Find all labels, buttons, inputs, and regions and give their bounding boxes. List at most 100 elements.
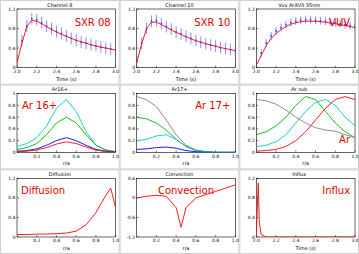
x-tick-label: 2.8: [332, 69, 339, 74]
x-axis-label: r/a: [183, 245, 190, 251]
y-tick-label: 0.8: [128, 26, 135, 31]
plot-frame: [256, 94, 355, 153]
y-tick-label: 1.2: [128, 7, 135, 12]
y-tick-label: 0: [132, 65, 135, 70]
plot-data: [137, 15, 236, 68]
y-tick-label: 0: [132, 195, 135, 200]
x-tick: [56, 66, 57, 68]
x-tick-label: 0.4: [53, 239, 60, 244]
y-tick-label: 0.4: [248, 215, 255, 220]
plot-data: [256, 16, 355, 67]
panel: Vuv ArXVII 35nm2.02.22.42.62.83.000.40.8…: [240, 1, 359, 85]
y-tick: [256, 152, 258, 153]
data-line: [17, 117, 116, 152]
panel: Ar sub0.20.40.60.81.000.20.40.60.81r/aAr: [240, 85, 359, 169]
annotation: Convection: [158, 185, 214, 196]
y-tick: [256, 128, 258, 129]
data-point: [156, 20, 158, 22]
y-tick: [17, 140, 19, 141]
plot-frame: [17, 9, 116, 68]
title: Convection: [165, 171, 193, 177]
panel: Convection0.20.40.60.81.0-1.2-0.600.6r/a…: [120, 170, 239, 254]
x-tick-label: 0.6: [73, 154, 80, 159]
error-bar: [61, 28, 62, 40]
data-point: [305, 19, 307, 21]
x-tick-label: 3.0: [232, 69, 239, 74]
x-tick-label: 2.8: [332, 239, 339, 244]
x-tick: [215, 235, 216, 237]
error-bar: [151, 15, 152, 27]
plot-frame: [137, 9, 236, 68]
y-tick: [17, 197, 19, 198]
x-tick-label: 2.4: [292, 239, 299, 244]
y-tick-label: 0.4: [128, 126, 135, 131]
panel-frame: [120, 85, 239, 169]
error-bar: [31, 13, 32, 25]
plot-data: [17, 13, 116, 66]
data-line: [17, 100, 116, 152]
y-tick-label: 0.6: [8, 115, 15, 120]
x-tick: [295, 150, 296, 152]
x-tick-label: 2.2: [153, 69, 160, 74]
x-tick: [335, 150, 336, 152]
x-tick-label: 2.4: [173, 69, 180, 74]
error-bar: [36, 14, 37, 26]
x-tick-label: 0.6: [73, 239, 80, 244]
annotation: Ar 17+: [195, 100, 230, 111]
y-tick: [256, 93, 258, 94]
x-tick-label: 2.6: [312, 69, 319, 74]
x-tick: [56, 150, 57, 152]
panel-frame: [1, 85, 120, 169]
title: Ar sub: [291, 86, 307, 92]
x-tick: [195, 235, 196, 237]
error-bar: [325, 17, 326, 25]
panel-frame: [1, 1, 120, 85]
x-tick-label: 2.2: [272, 69, 279, 74]
y-tick-label: 0: [252, 65, 255, 70]
annotation: Diffusion: [21, 185, 65, 196]
y-tick-label: 0.4: [8, 126, 15, 131]
x-tick: [56, 235, 57, 237]
error-bar: [310, 16, 311, 24]
data-point: [300, 19, 302, 21]
y-tick-label: 0: [132, 150, 135, 155]
x-tick: [36, 235, 37, 237]
title: Diffusion: [49, 171, 71, 177]
error-bar: [51, 23, 52, 35]
x-tick: [276, 66, 277, 68]
x-tick: [256, 66, 257, 68]
x-tick-label: 0.2: [33, 154, 40, 159]
panel: Channel 82.02.22.42.62.83.000.40.81.2Tim…: [1, 1, 120, 85]
plot-frame: [17, 94, 116, 153]
error-bar: [290, 19, 291, 27]
x-tick-label: 3.0: [351, 239, 358, 244]
plot-data: [137, 185, 236, 227]
panel-frame: [120, 1, 239, 85]
x-tick-label: 0.8: [332, 154, 339, 159]
error-bar: [355, 23, 356, 31]
x-tick-label: 2.4: [292, 69, 299, 74]
x-tick: [95, 66, 96, 68]
x-tick: [295, 66, 296, 68]
x-axis-label: r/a: [63, 160, 70, 166]
y-tick: [256, 48, 258, 49]
x-tick-label: 3.0: [112, 69, 119, 74]
x-tick-label: 2.2: [272, 239, 279, 244]
y-tick: [256, 28, 258, 29]
y-tick-label: 0.8: [8, 103, 15, 108]
y-tick: [256, 140, 258, 141]
x-tick-label: 0.8: [212, 239, 219, 244]
y-tick-label: 1: [132, 91, 135, 96]
y-tick-label: 0.8: [248, 26, 255, 31]
data-line: [137, 185, 236, 227]
title: Channel 10: [165, 2, 193, 8]
x-tick-label: 2.8: [212, 69, 219, 74]
y-tick-label: 0: [13, 150, 16, 155]
panel-frame: [240, 1, 359, 85]
annotation: Influx: [322, 185, 350, 196]
annotation: SXR 08: [75, 17, 111, 28]
x-tick-label: 0.6: [192, 239, 199, 244]
panel-frame: [240, 85, 359, 169]
x-tick-label: 1.0: [112, 239, 119, 244]
x-tick: [95, 235, 96, 237]
